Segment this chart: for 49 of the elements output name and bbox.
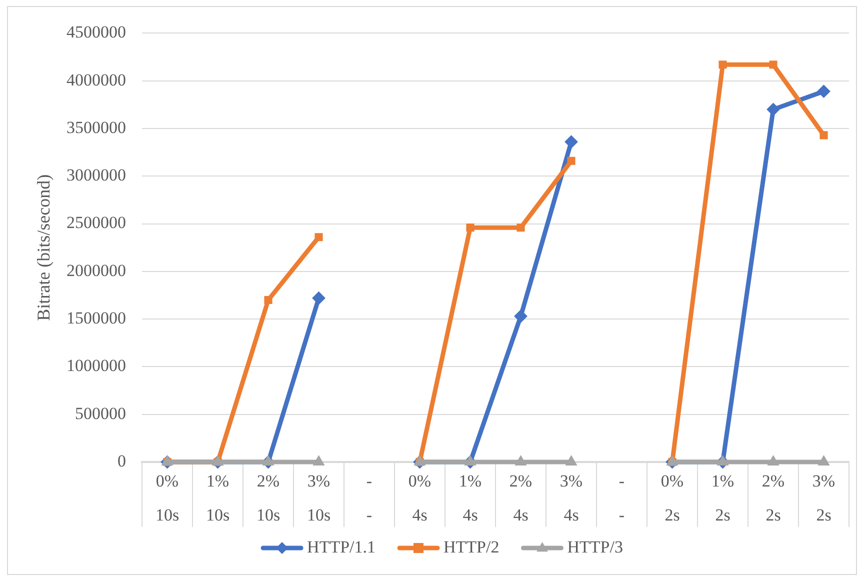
x-tick-label: - - xyxy=(366,471,372,524)
x-tick-label: 1% 4s xyxy=(458,471,482,524)
y-tick-label: 4500000 xyxy=(66,22,126,42)
x-tick-label: - - xyxy=(618,471,625,524)
point xyxy=(312,292,326,305)
point xyxy=(464,456,476,466)
point xyxy=(820,131,828,140)
x-tick-label: 3% 2s xyxy=(812,471,836,524)
point xyxy=(717,456,728,466)
point xyxy=(262,456,274,466)
y-tick-label: 3500000 xyxy=(66,118,126,137)
x-tick-label: 1% 2s xyxy=(711,471,734,524)
point xyxy=(566,456,577,466)
x-tick-label: 0% 2s xyxy=(660,471,684,524)
point xyxy=(515,456,526,466)
point xyxy=(514,310,528,323)
x-tick-label: 2% 2s xyxy=(762,471,785,524)
legend-label: HTTP/2 xyxy=(444,537,500,556)
x-tick-label: 3% 10s xyxy=(306,471,331,524)
y-tick-label: 1500000 xyxy=(66,308,126,328)
point xyxy=(264,296,272,304)
point xyxy=(818,456,830,466)
point xyxy=(817,84,830,98)
y-tick-label: 2000000 xyxy=(66,260,126,280)
point xyxy=(766,102,780,116)
legend-label: HTTP/3 xyxy=(567,537,623,556)
y-tick-label: 2500000 xyxy=(66,213,126,232)
y-axis-title: Bitrate (bits/second) xyxy=(34,174,54,321)
y-tick-label: 3000000 xyxy=(66,166,126,185)
x-tick-label: 2% 4s xyxy=(509,471,532,524)
y-tick-label: 4000000 xyxy=(66,70,126,90)
point xyxy=(314,233,323,242)
point xyxy=(516,224,525,232)
point xyxy=(718,60,727,69)
x-tick-label: 3% 4s xyxy=(560,471,583,524)
x-tick-label: 2% 10s xyxy=(256,471,280,524)
point xyxy=(564,135,578,148)
x-tick-label: 0% 4s xyxy=(408,471,432,524)
x-tick-label: 0% 10s xyxy=(155,471,180,524)
x-tick-label: 1% 10s xyxy=(206,471,230,524)
point xyxy=(567,156,576,165)
point xyxy=(313,456,324,466)
y-tick-label: 500000 xyxy=(75,404,126,423)
point xyxy=(768,456,779,466)
y-tick-label: 1000000 xyxy=(66,356,126,376)
point xyxy=(769,60,778,69)
y-tick-label: 0 xyxy=(118,451,126,470)
point xyxy=(466,224,474,232)
legend-label: HTTP/1.1 xyxy=(307,537,376,556)
